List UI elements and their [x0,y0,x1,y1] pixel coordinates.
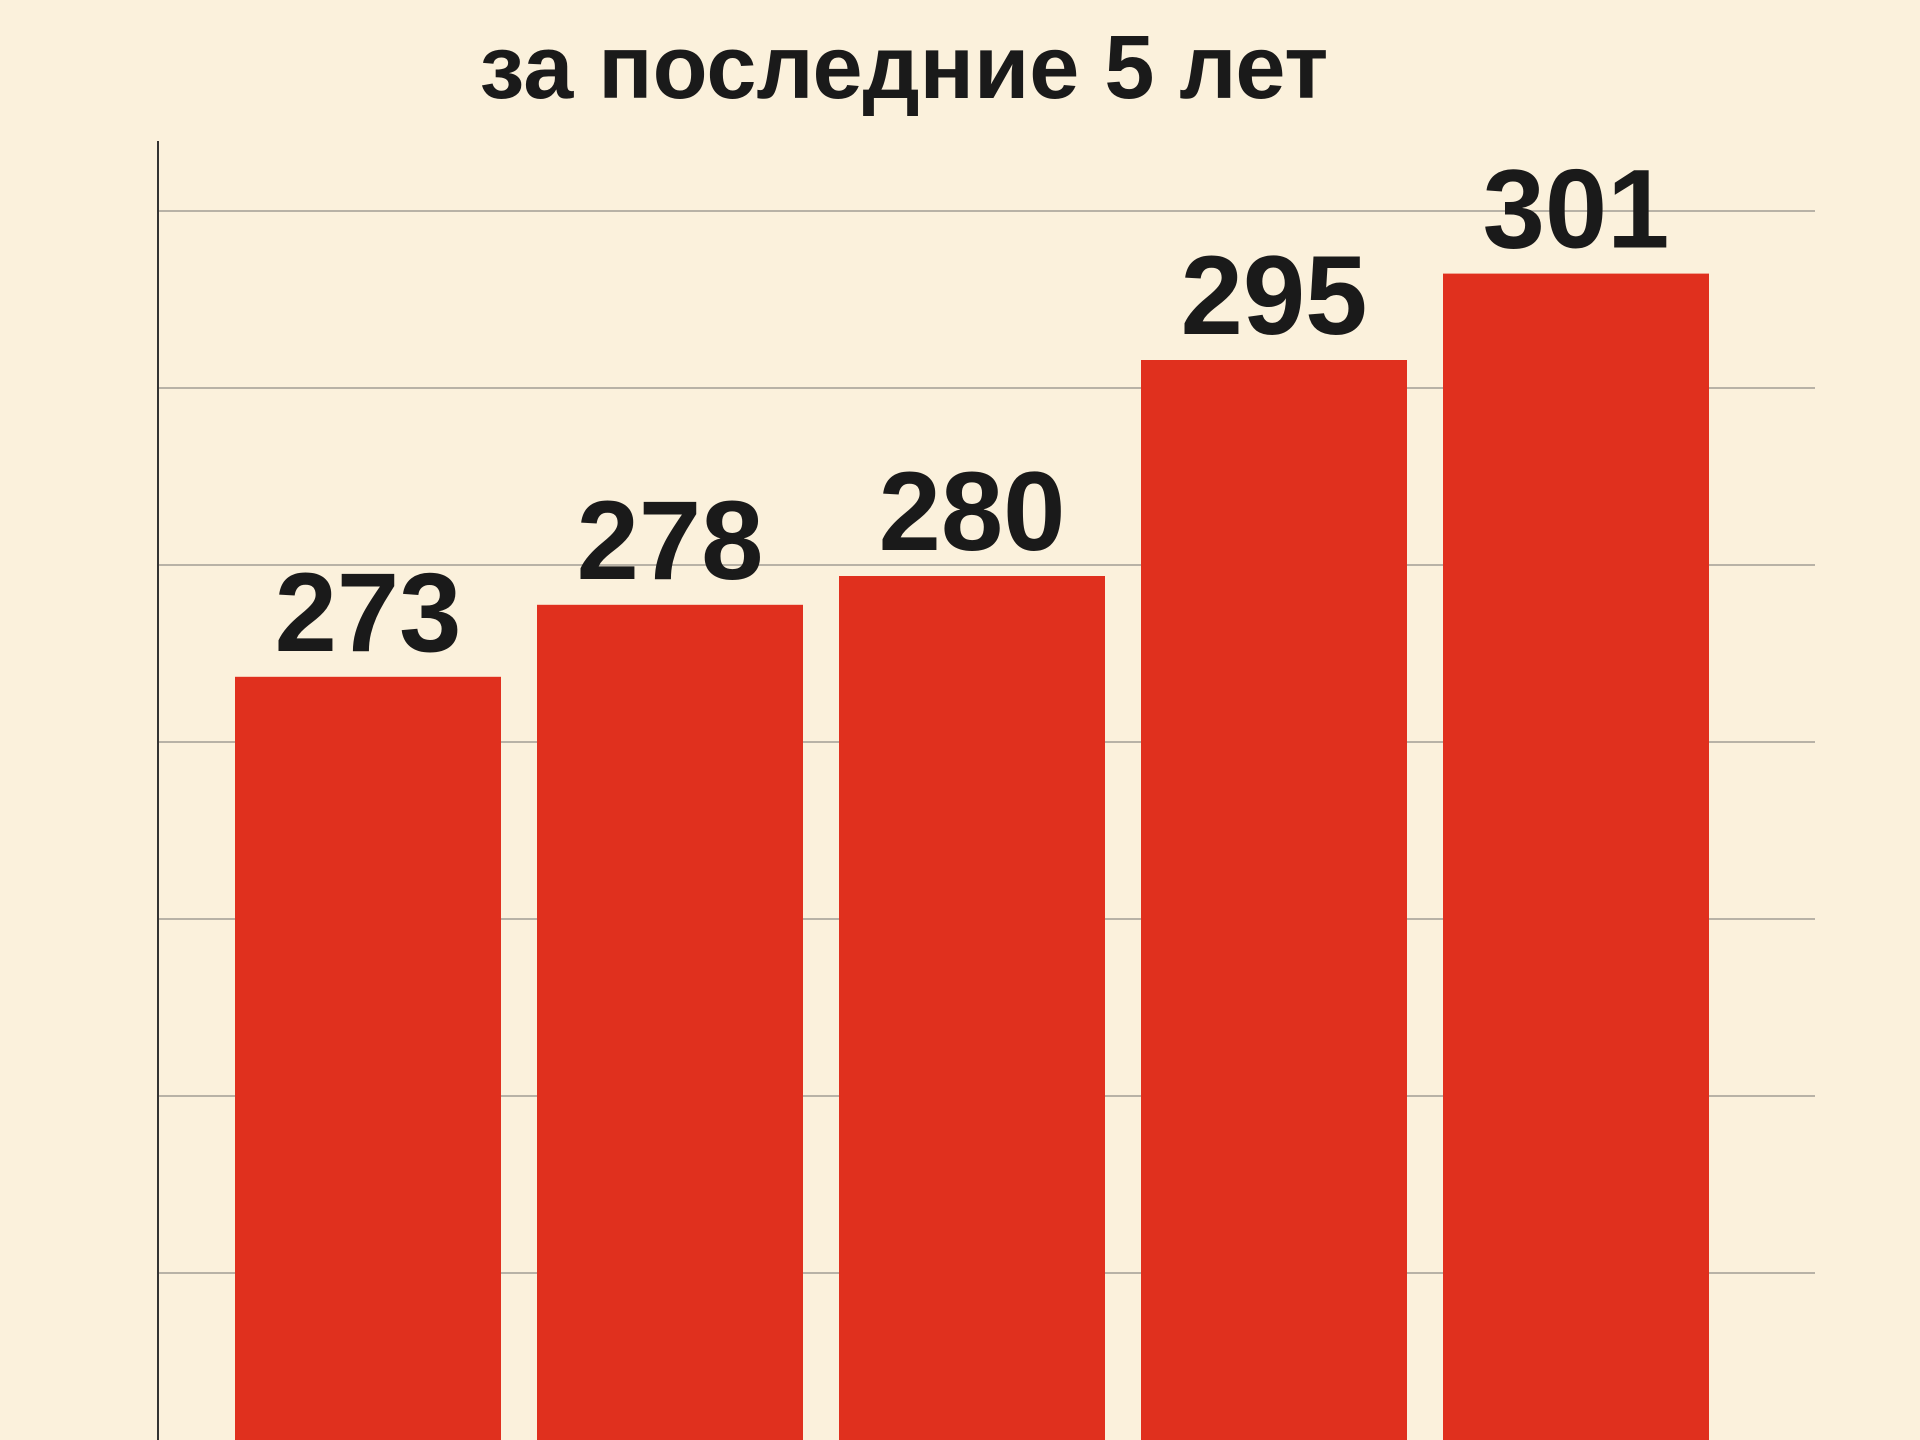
value-label: 295 [1181,233,1368,358]
bar [235,676,501,1440]
bar [1141,360,1407,1440]
bar [1443,273,1709,1440]
value-label: 280 [879,449,1066,574]
bar [537,604,803,1440]
value-label: 278 [577,478,764,603]
bar [839,576,1105,1440]
value-label: 301 [1483,147,1670,272]
value-label: 273 [275,550,462,675]
chart-title: за последние 5 лет [480,18,1329,118]
